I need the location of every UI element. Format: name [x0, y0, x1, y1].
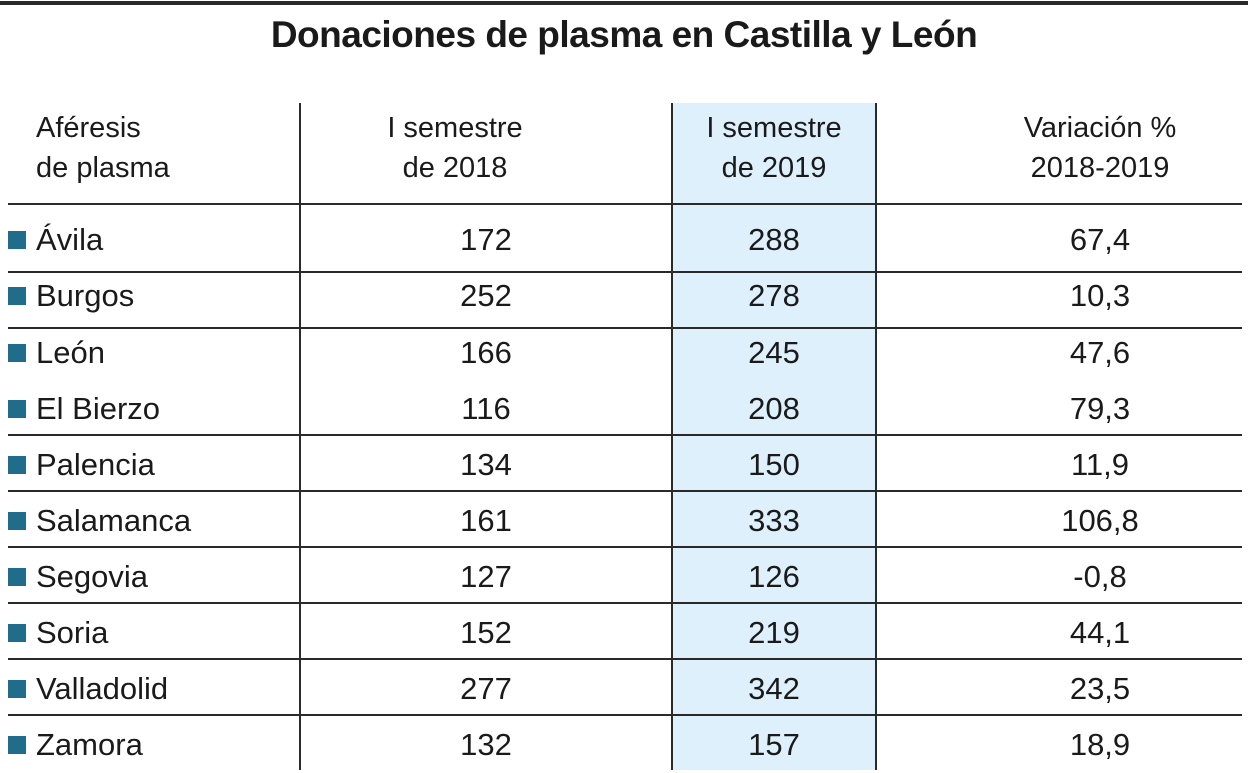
- table-row: Palencia 134 150 11,9: [0, 437, 1248, 493]
- header-line: de plasma: [36, 152, 170, 184]
- table-row: Ávila 172 288 67,4: [0, 212, 1248, 268]
- value-2019: 288: [748, 222, 800, 257]
- header-2018: I semestre de 2018: [300, 108, 610, 188]
- row-divider: [8, 546, 1242, 548]
- header-line: I semestre: [706, 112, 842, 144]
- region-name: Burgos: [36, 278, 135, 313]
- header-region: Aféresis de plasma: [36, 108, 170, 188]
- table-title: Donaciones de plasma en Castilla y León: [270, 14, 978, 55]
- square-bullet-icon: [8, 456, 26, 474]
- table-row: Soria 152 219 44,1: [0, 605, 1248, 661]
- header-line: Variación %: [1023, 112, 1177, 144]
- header-line: I semestre: [387, 112, 523, 144]
- region-name: León: [36, 335, 105, 370]
- row-divider: [8, 434, 1242, 436]
- value-2018: 152: [460, 615, 512, 650]
- square-bullet-icon: [8, 231, 26, 249]
- square-bullet-icon: [8, 680, 26, 698]
- value-2019: 245: [748, 335, 800, 370]
- value-2019: 219: [748, 615, 800, 650]
- value-2018: 277: [460, 671, 512, 706]
- row-divider: [8, 327, 1242, 329]
- table-row: El Bierzo 116 208 79,3: [0, 381, 1248, 437]
- square-bullet-icon: [8, 400, 26, 418]
- variation-percent: 23,5: [1069, 671, 1131, 706]
- header-line: de 2019: [721, 152, 827, 184]
- column-divider: [671, 103, 673, 770]
- value-2018: 172: [460, 222, 512, 257]
- row-divider: [8, 658, 1242, 660]
- column-divider: [875, 103, 877, 770]
- variation-percent: 47,6: [1069, 335, 1131, 370]
- header-variation: Variación % 2018-2019: [960, 108, 1240, 188]
- value-2019: 278: [748, 278, 800, 313]
- square-bullet-icon: [8, 512, 26, 530]
- square-bullet-icon: [8, 624, 26, 642]
- region-name: Soria: [36, 615, 109, 650]
- top-rule: [0, 1, 1248, 5]
- value-2019: 157: [748, 727, 800, 762]
- value-2019: 150: [748, 447, 800, 482]
- region-name: El Bierzo: [36, 391, 161, 426]
- variation-percent: 79,3: [1069, 391, 1131, 426]
- row-divider: [8, 490, 1242, 492]
- value-2018: 116: [461, 391, 511, 426]
- header-2019: I semestre de 2019: [672, 108, 876, 188]
- row-divider: [8, 203, 1242, 205]
- value-2019: 333: [748, 503, 800, 538]
- row-divider: [8, 714, 1242, 716]
- value-2019: 208: [748, 391, 800, 426]
- table-row: Zamora 132 157 18,9: [0, 717, 1248, 773]
- table-row: León 166 245 47,6: [0, 325, 1248, 381]
- variation-percent: 10,3: [1069, 278, 1131, 313]
- value-2019: 342: [748, 671, 800, 706]
- variation-percent: 44,1: [1069, 615, 1131, 650]
- variation-percent: 11,9: [1070, 447, 1130, 482]
- value-2019: 126: [748, 559, 800, 594]
- square-bullet-icon: [8, 287, 26, 305]
- header-line: 2018-2019: [1030, 152, 1170, 184]
- table-row: Valladolid 277 342 23,5: [0, 661, 1248, 717]
- value-2018: 127: [460, 559, 512, 594]
- table-row: Salamanca 161 333 106,8: [0, 493, 1248, 549]
- row-divider: [8, 271, 1242, 273]
- table-row: Segovia 127 126 -0,8: [0, 549, 1248, 605]
- variation-percent: 18,9: [1069, 727, 1131, 762]
- square-bullet-icon: [8, 568, 26, 586]
- variation-percent: -0,8: [1073, 559, 1127, 594]
- value-2018: 134: [460, 447, 512, 482]
- value-2018: 161: [460, 503, 512, 538]
- region-name: Ávila: [36, 222, 104, 257]
- variation-percent: 67,4: [1069, 222, 1131, 257]
- square-bullet-icon: [8, 736, 26, 754]
- value-2018: 132: [460, 727, 512, 762]
- region-name: Valladolid: [36, 671, 169, 706]
- region-name: Segovia: [36, 559, 149, 594]
- value-2018: 252: [460, 278, 512, 313]
- row-divider: [8, 602, 1242, 604]
- header-line: Aféresis: [36, 112, 141, 144]
- variation-percent: 106,8: [1061, 503, 1139, 538]
- square-bullet-icon: [8, 344, 26, 362]
- region-name: Salamanca: [36, 503, 192, 538]
- region-name: Zamora: [36, 727, 143, 762]
- region-name: Palencia: [36, 447, 155, 482]
- column-divider: [299, 103, 301, 770]
- value-2018: 166: [460, 335, 512, 370]
- table-row: Burgos 252 278 10,3: [0, 268, 1248, 324]
- header-line: de 2018: [402, 152, 508, 184]
